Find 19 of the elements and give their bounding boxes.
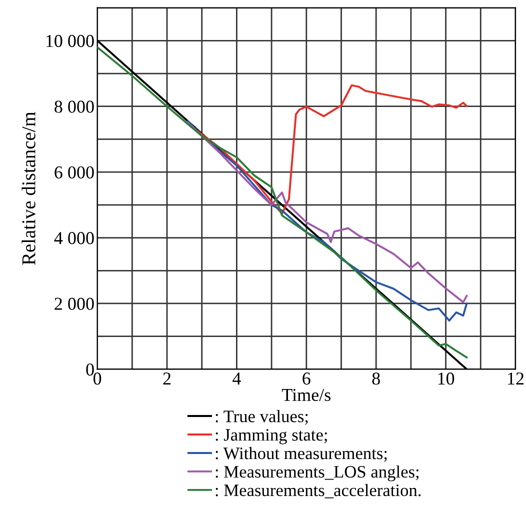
legend-label: : True values;: [216, 410, 308, 425]
y-tick-label: 8 000: [54, 100, 94, 113]
legend-label: : Measurements_acceleration.: [216, 484, 421, 498]
x-tick-label: 2: [163, 372, 171, 385]
y-tick-label: 6 000: [54, 166, 94, 179]
legend-label: : Without measurements;: [216, 447, 387, 462]
y-axis-title: Relative distance/m: [22, 112, 36, 265]
legend-label: : Jamming state;: [216, 429, 327, 444]
y-tick-label: 10 000: [46, 34, 94, 48]
y-tick-label: 0: [86, 363, 94, 376]
x-tick-label: 4: [232, 372, 241, 385]
x-tick-label: 12: [508, 372, 524, 385]
legend-label: : Measurements_LOS angles;: [216, 465, 419, 482]
x-axis-title: Time/s: [282, 388, 330, 402]
x-tick-label: 10: [438, 372, 454, 385]
y-tick-label: 2 000: [54, 298, 94, 310]
x-tick-label: 8: [372, 372, 380, 385]
x-tick-label: 6: [302, 372, 310, 385]
y-tick-label: 4 000: [54, 232, 94, 244]
